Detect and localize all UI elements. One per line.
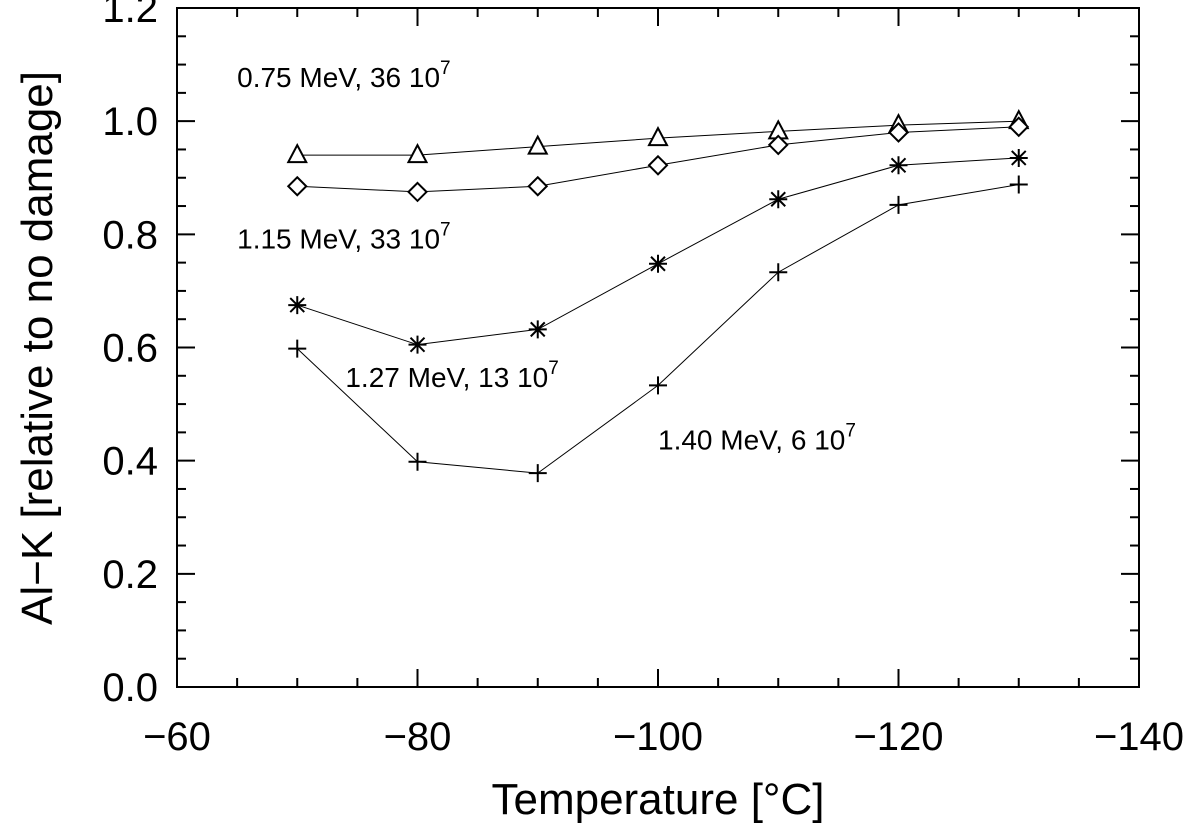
data-point-asterisk bbox=[769, 190, 788, 209]
data-point-asterisk bbox=[649, 254, 667, 273]
y-axis-label: Al−K [relative to no damage] bbox=[13, 71, 62, 625]
data-point-plus bbox=[1009, 175, 1028, 194]
data-point-triangle bbox=[406, 142, 429, 164]
series-annotation: 1.40 MeV, 6 107 bbox=[658, 420, 856, 455]
data-point-plus bbox=[649, 376, 667, 395]
x-tick-label: −60 bbox=[143, 715, 211, 759]
plot-frame bbox=[176, 7, 1140, 688]
x-tick-label: −120 bbox=[853, 715, 943, 759]
series-annotation: 1.27 MeV, 13 107 bbox=[345, 358, 558, 393]
data-point-plus bbox=[288, 339, 307, 358]
annotation-superscript: 7 bbox=[548, 358, 559, 379]
x-tick-label: −80 bbox=[384, 715, 452, 759]
annotation-text: 1.27 MeV, 13 10 bbox=[345, 362, 548, 393]
series-annotation: 0.75 MeV, 36 107 bbox=[237, 58, 450, 93]
x-axis-label: Temperature [°C] bbox=[491, 775, 824, 824]
data-point-diamond bbox=[527, 175, 549, 197]
y-tick-label: 0.8 bbox=[102, 213, 158, 257]
x-tick-label: −100 bbox=[613, 715, 703, 759]
data-point-diamond bbox=[888, 122, 909, 143]
data-point-diamond bbox=[1008, 116, 1030, 138]
data-point-asterisk bbox=[288, 296, 307, 315]
y-tick-label: 0.0 bbox=[102, 666, 158, 710]
x-tick-label: −140 bbox=[1094, 715, 1184, 759]
data-point-diamond bbox=[407, 181, 428, 203]
data-point-diamond bbox=[647, 154, 669, 176]
annotation-text: 1.15 MeV, 33 10 bbox=[237, 223, 440, 254]
markers-layer bbox=[286, 109, 1030, 483]
ticks-layer bbox=[176, 7, 1140, 688]
y-tick-label: 0.6 bbox=[102, 327, 158, 371]
y-tick-label: 0.2 bbox=[102, 553, 158, 597]
data-point-diamond bbox=[767, 134, 789, 156]
annotation-superscript: 7 bbox=[845, 420, 856, 441]
annotation-superscript: 7 bbox=[440, 58, 451, 79]
series-annotation: 1.15 MeV, 33 107 bbox=[237, 219, 450, 254]
data-point-asterisk bbox=[1009, 148, 1028, 167]
annotation-text: 1.40 MeV, 6 10 bbox=[658, 424, 845, 455]
data-point-plus bbox=[769, 263, 788, 282]
data-point-asterisk bbox=[889, 156, 908, 175]
data-point-plus bbox=[528, 464, 547, 483]
data-point-asterisk bbox=[408, 335, 427, 354]
data-point-triangle bbox=[647, 126, 669, 147]
data-point-asterisk bbox=[528, 320, 547, 339]
annotation-text: 0.75 MeV, 36 10 bbox=[237, 62, 440, 93]
y-tick-label: 0.4 bbox=[102, 440, 158, 484]
data-point-triangle bbox=[527, 134, 549, 155]
data-point-plus bbox=[889, 195, 908, 214]
annotation-superscript: 7 bbox=[440, 219, 451, 240]
y-tick-label: 1.0 bbox=[102, 100, 158, 144]
data-point-plus bbox=[408, 452, 427, 471]
y-tick-label: 1.2 bbox=[102, 0, 158, 31]
data-point-triangle bbox=[286, 142, 308, 164]
data-point-diamond bbox=[286, 175, 308, 197]
tick-labels-layer: −60 −80 −100 −120 −140 0.0 0.2 0.4 0.6 0.8 1.0 1.2 bbox=[102, 0, 1184, 759]
